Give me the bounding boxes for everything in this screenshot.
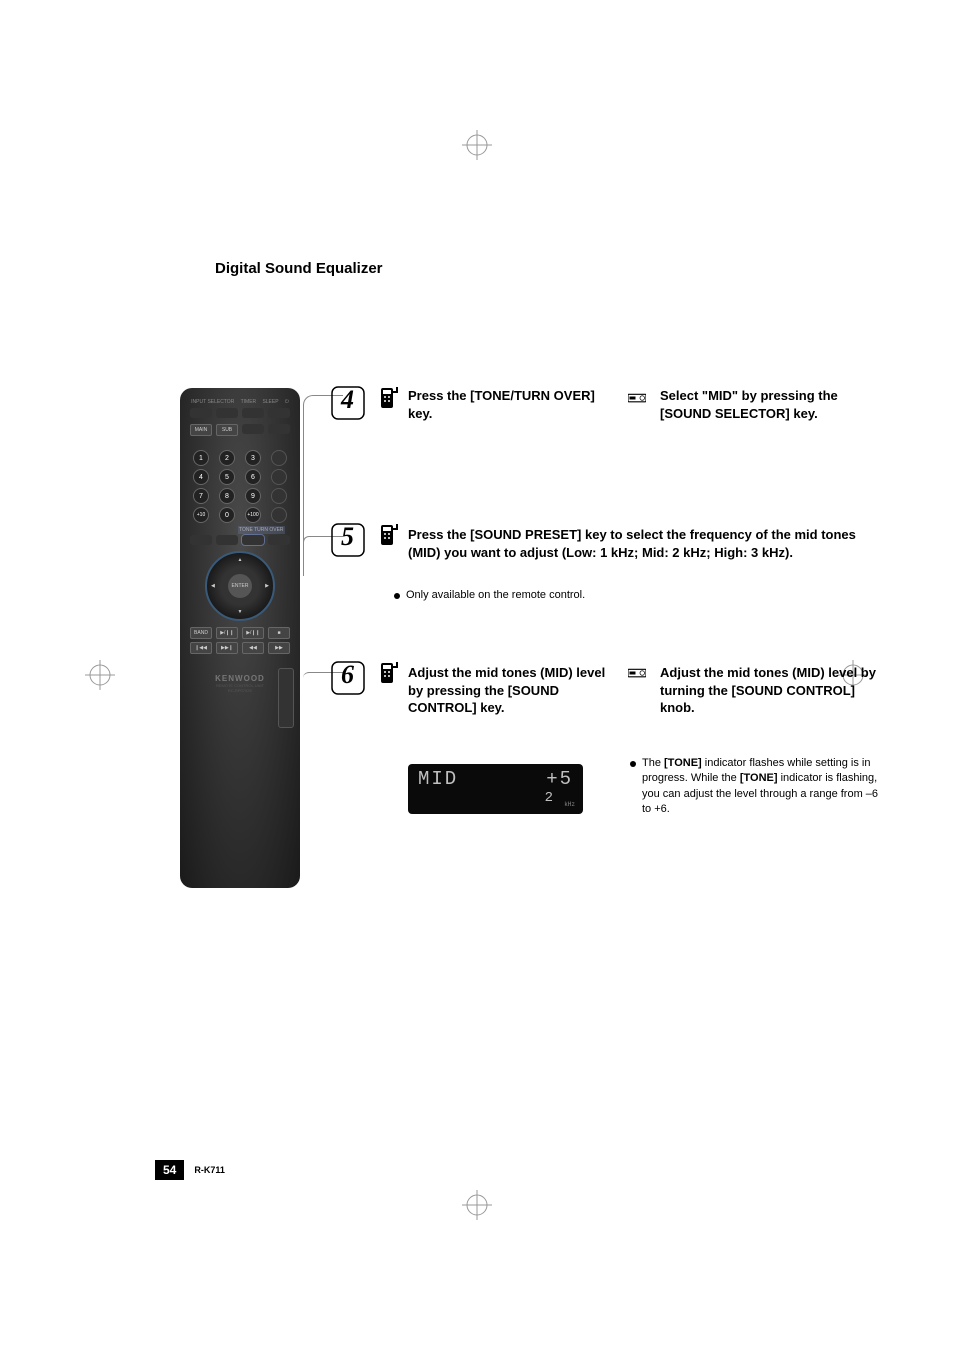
display-value: +5	[546, 768, 573, 790]
page-number: 54	[155, 1160, 184, 1180]
main-unit-icon	[628, 662, 646, 684]
step-6-note-text: The [TONE] indicator flashes while setti…	[642, 756, 880, 818]
bullet-icon	[630, 761, 636, 767]
remote-dial: ENTER ▲ ▼ ◀ ▶	[205, 551, 275, 621]
step-6-num: 6	[341, 660, 354, 690]
step-4-right-text: Select "MID" by pressing the [SOUND SELE…	[660, 387, 880, 422]
step-5-text: Press the [SOUND PRESET] key to select t…	[408, 526, 878, 561]
remote-sub2: RC-RP0702E	[188, 688, 292, 693]
step-6-left-text: Adjust the mid tones (MID) level by pres…	[408, 664, 608, 717]
display-sub: 2	[418, 790, 573, 806]
lcd-display: MID +5 2 kHz	[408, 764, 583, 814]
remote-icon	[380, 387, 398, 409]
main-unit-icon	[628, 387, 646, 409]
step-4-badge: 4	[330, 385, 366, 421]
step-6-right-text: Adjust the mid tones (MID) level by turn…	[660, 664, 880, 717]
display-unit: kHz	[564, 801, 575, 808]
footer: 54 R-K711	[155, 1160, 225, 1180]
reg-mark-bottom	[462, 1190, 492, 1220]
bullet-icon	[394, 593, 400, 599]
step-5-num: 5	[341, 522, 354, 552]
step-4-left-text: Press the [TONE/TURN OVER] key.	[408, 387, 608, 422]
remote-icon	[380, 524, 398, 546]
step-5-note-text: Only available on the remote control.	[406, 588, 585, 603]
tone-turnover-label: TONE TURN OVER	[238, 526, 285, 534]
remote-control-image: INPUT SELECTORTIMERSLEEP⏻ MAINSUB 123 45…	[180, 388, 300, 888]
step-6-note: The [TONE] indicator flashes while setti…	[630, 756, 880, 818]
model-label: R-K711	[194, 1165, 225, 1175]
section-title: Digital Sound Equalizer	[215, 260, 855, 277]
reg-mark-left	[85, 660, 115, 690]
display-label: MID	[418, 768, 458, 790]
remote-brand: KENWOOD	[188, 674, 292, 683]
step-6-badge: 6	[330, 660, 366, 696]
step-4-num: 4	[341, 385, 354, 415]
remote-icon	[380, 662, 398, 684]
step-5-badge: 5	[330, 522, 366, 558]
step-5-note: Only available on the remote control.	[394, 588, 585, 603]
page: Digital Sound Equalizer INPUT SELECTORTI…	[155, 60, 855, 1180]
